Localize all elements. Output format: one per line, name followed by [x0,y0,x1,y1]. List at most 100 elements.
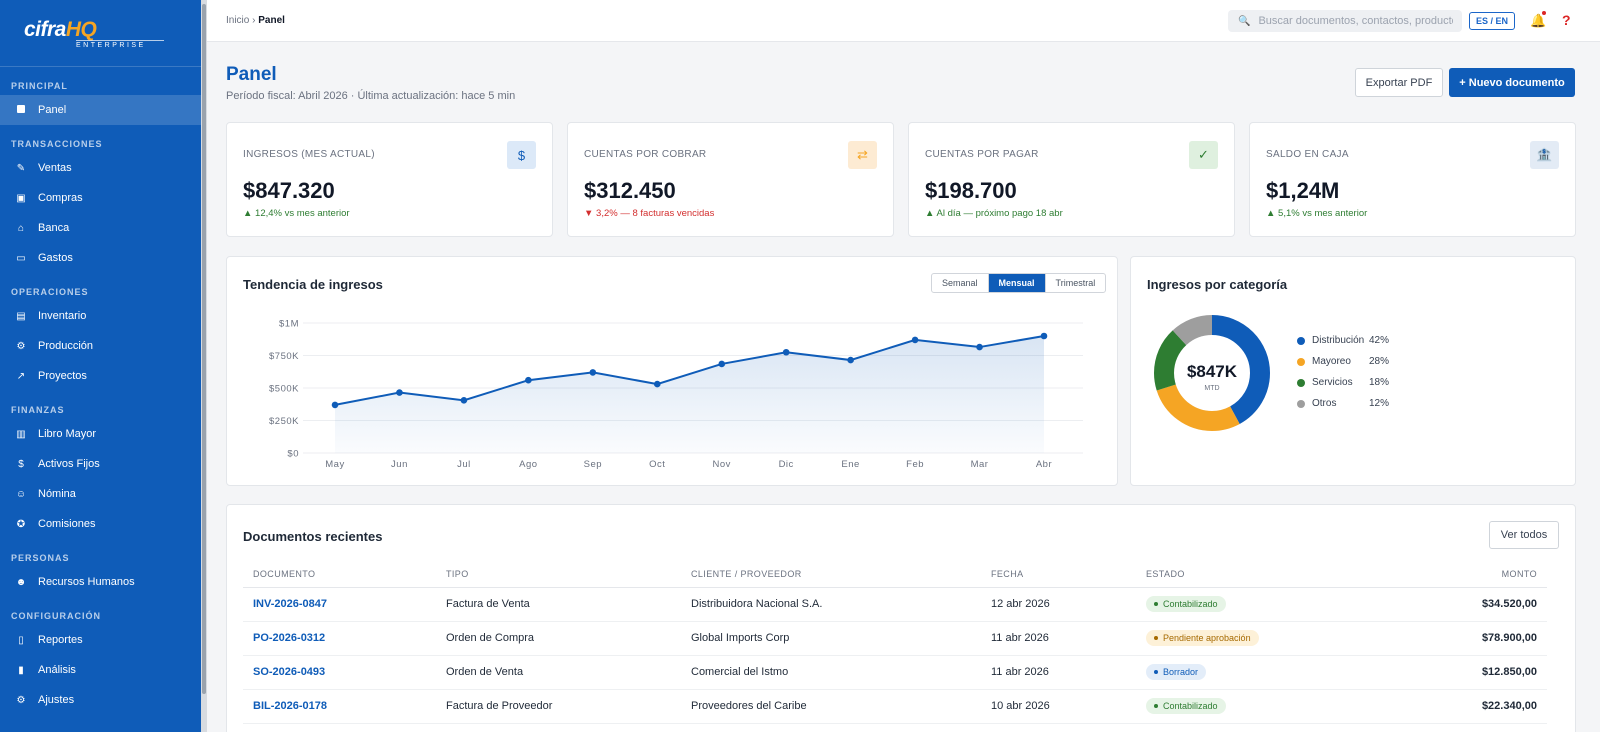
slice-mayoreo[interactable] [1154,315,1270,431]
legend-percent: 18% [1369,377,1390,388]
sidebar-item-libro-mayor[interactable]: ▥ Libro Mayor [0,419,207,449]
search-box[interactable]: 🔍 [1228,10,1462,32]
breadcrumb: Inicio › Panel [226,15,285,26]
search-icon: 🔍 [1238,15,1251,27]
data-point-mar[interactable] [976,343,983,351]
table-row[interactable]: BIL-2026-0178 Factura de Proveedor Proveed… [243,689,1547,724]
search-input[interactable] [1258,15,1454,27]
data-point-sep[interactable] [589,369,597,376]
data-point-feb[interactable] [911,336,919,344]
square-shape [17,104,25,113]
kpi-delta: ▲ Al día — próximo pago 18 abr [925,208,1063,219]
nav-section-configuracion: CONFIGURACIÓN [11,611,101,621]
table-row[interactable]: SO-2026-0493 Orden de Venta Comercial del … [243,655,1547,690]
language-toggle[interactable]: ES / EN [1469,12,1515,30]
kpi-label: INGRESOS (MES ACTUAL) [243,149,375,160]
table-row[interactable]: INV-2026-0847 Factura de Venta Distribuido… [243,587,1547,622]
column-header-documento[interactable]: DOCUMENTO [243,561,436,588]
sidebar-item-compras[interactable]: ▣ Compras [0,183,207,213]
document-link[interactable]: INV-2026-0847 [253,598,327,610]
data-point-ene[interactable] [847,356,854,364]
recent-documents-card: Documentos recientes Ver todos DOCUMENTO… [226,504,1576,732]
period-option-semanal[interactable]: Semanal [932,274,989,292]
x-tick-label: Jul [457,459,471,470]
data-point-jul[interactable] [460,397,468,404]
data-point-ago[interactable] [525,376,532,384]
sidebar-item-banca[interactable]: ⌂ Banca [0,213,207,243]
amount-cell: $22.340,00 [1321,689,1547,724]
document-icon: ▯ [18,634,24,646]
data-point-jun[interactable] [396,389,403,396]
status-label: Pendiente aprobación [1163,633,1251,643]
dollar-icon: $ [507,141,536,169]
status-dot [1154,602,1158,606]
y-tick-label: $500K [269,384,299,395]
legend-percent: 28% [1369,356,1390,367]
sidebar-item-activos-fijos[interactable]: $ Activos Fijos [0,449,207,479]
column-header-cliente-proveedor[interactable]: CLIENTE / PROVEEDOR [681,561,981,588]
x-tick-label: Nov [713,459,731,470]
sidebar: cifraHQ ENTERPRISE PRINCIPAL Panel TRANSAC… [0,0,207,732]
kpi-card-cuentas-por-cobrar: CUENTAS POR COBRAR ⇄ $312.450 ▼ 3,2% — 8 fa… [567,122,894,237]
sidebar-item-inventario[interactable]: ▤ Inventario [0,301,207,331]
data-point-may[interactable] [331,401,339,409]
books-icon: ▥ [16,428,26,440]
document-link[interactable]: SO-2026-0493 [253,666,326,678]
legend-item-mayoreo: Mayoreo 28% [1297,356,1417,367]
data-point-nov[interactable] [718,360,726,368]
sidebar-item-label: Activos Fijos [38,458,100,470]
sidebar-item-nomina[interactable]: ☺ Nómina [0,479,207,509]
legend-item-servicios: Servicios 18% [1297,377,1417,388]
view-all-button[interactable]: Ver todos [1489,521,1559,549]
documents-title: Documentos recientes [243,529,383,544]
logo[interactable]: cifraHQ ENTERPRISE [0,0,207,67]
x-tick-label: Jun [391,459,408,470]
new-document-button[interactable]: + Nuevo documento [1449,68,1575,97]
date-cell: 10 abr 2026 [981,689,1136,724]
data-point-abr[interactable] [1040,332,1048,340]
slice-otros[interactable] [1154,315,1270,431]
sidebar-item-ventas[interactable]: ✎ Ventas [0,153,207,183]
document-link[interactable]: PO-2026-0312 [253,632,326,644]
sidebar-item-panel[interactable]: Panel [0,95,207,125]
breadcrumb-home[interactable]: Inicio [226,15,250,26]
sidebar-item-gastos[interactable]: ▭ Gastos [0,243,207,273]
date-cell: 12 abr 2026 [981,587,1136,622]
document-link[interactable]: BIL-2026-0178 [253,700,327,712]
nav-section-operaciones: OPERACIONES [11,287,89,297]
sidebar-item-recursos-humanos[interactable]: ☻ Recursos Humanos [0,567,207,597]
status-label: Contabilizado [1163,701,1218,711]
column-header-estado[interactable]: ESTADO [1136,561,1321,588]
kpi-delta: ▲ 12,4% vs mes anterior [243,208,350,219]
sidebar-item-proyectos[interactable]: ↗ Proyectos [0,361,207,391]
data-point-oct[interactable] [653,380,661,388]
column-header-fecha[interactable]: FECHA [981,561,1136,588]
table-row[interactable]: PO-2026-0312 Orden de Compra Global Import… [243,621,1547,656]
period-option-mensual[interactable]: Mensual [988,274,1046,292]
column-header-tipo[interactable]: TIPO [436,561,681,588]
slice-servicios[interactable] [1154,315,1270,431]
logo-hq: HQ [65,17,97,41]
type-cell: Factura de Venta [436,587,681,622]
scrollbar-thumb[interactable] [202,4,206,694]
category-donut-chart: $847K MTD [1154,315,1270,431]
sidebar-item-produccion[interactable]: ⚙ Producción [0,331,207,361]
x-tick-label: Ago [519,459,537,470]
help-icon[interactable]: ? [1562,12,1571,28]
sidebar-item-analisis[interactable]: ▮ Análisis [0,655,207,685]
pencil-icon: ✎ [16,162,26,174]
export-pdf-button[interactable]: Exportar PDF [1355,68,1443,97]
document-cell: SO-2026-0493 [243,655,436,690]
trend-line [334,335,1045,406]
column-header-monto[interactable]: MONTO [1321,561,1547,588]
sidebar-scrollbar[interactable] [201,0,207,732]
data-point-dic[interactable] [782,348,790,356]
amount-cell: $12.850,00 [1321,655,1547,690]
sidebar-item-reportes[interactable]: ▯ Reportes [0,625,207,655]
sidebar-item-comisiones[interactable]: ✪ Comisiones [0,509,207,539]
logo-subtitle: ENTERPRISE [76,39,164,49]
bell-icon[interactable]: 🔔 [1530,13,1547,28]
legend-dot [1297,378,1305,387]
period-option-trimestral[interactable]: Trimestral [1055,278,1096,288]
sidebar-item-ajustes[interactable]: ⚙ Ajustes [0,685,207,715]
